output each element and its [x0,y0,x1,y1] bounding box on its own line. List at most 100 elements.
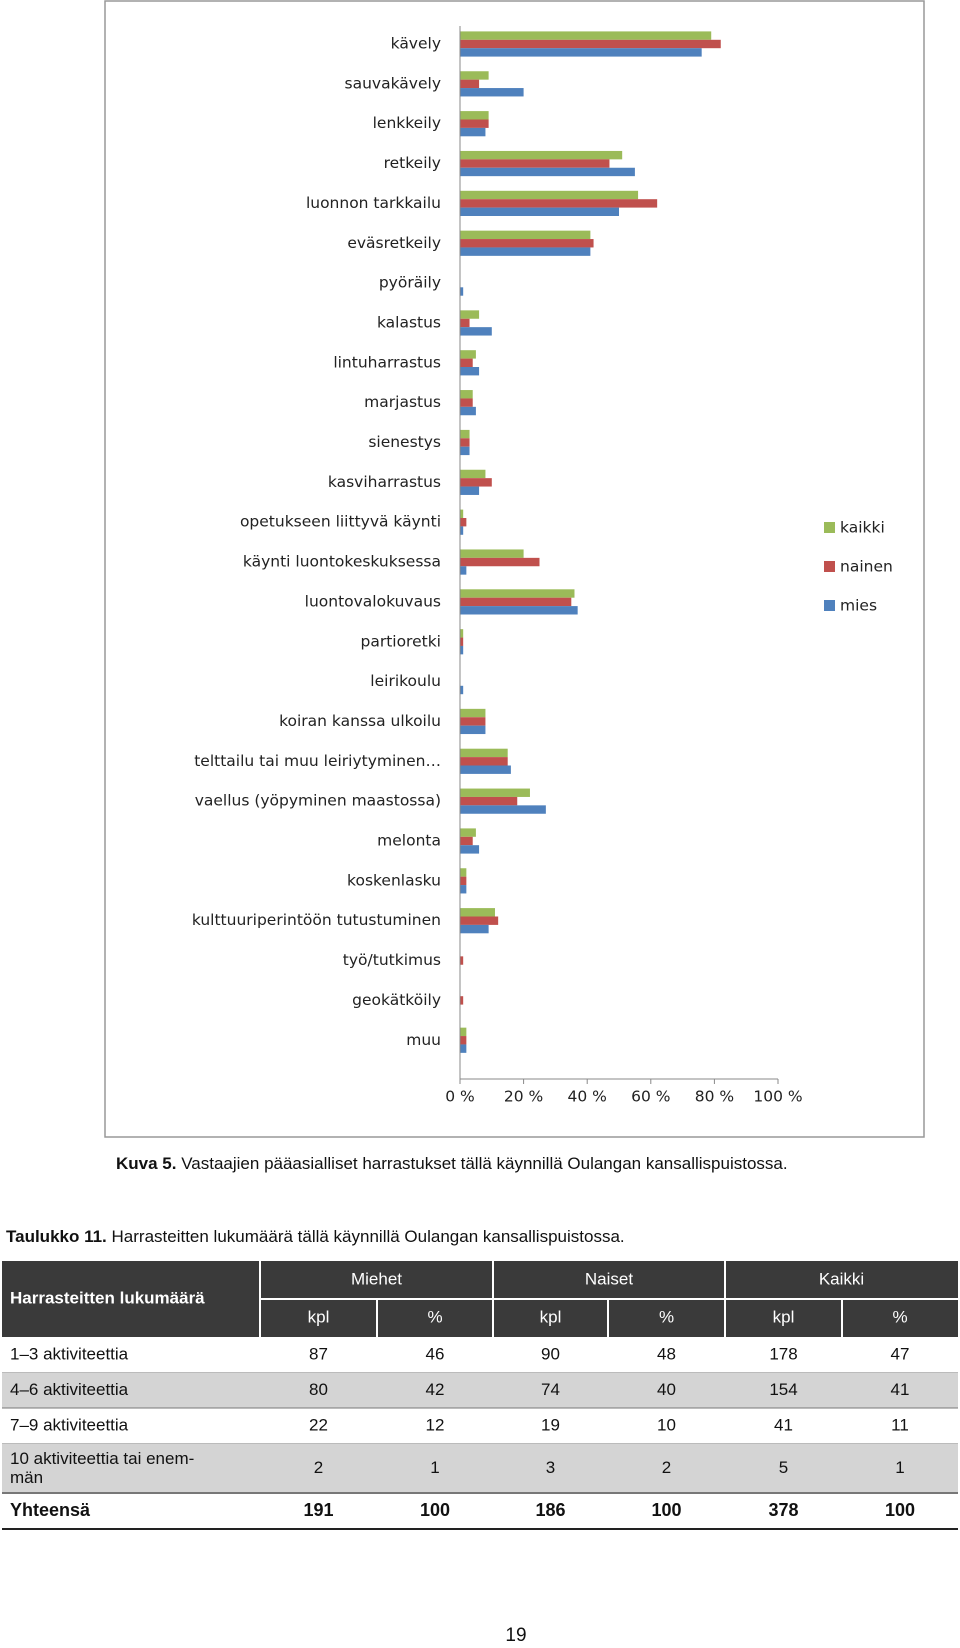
bar [460,788,530,797]
chart-frame [104,0,925,1138]
bar [460,509,464,518]
cell: 41 [891,1380,910,1399]
bar [460,39,721,49]
bar [460,526,464,535]
table-title: Taulukko 11. Harrasteitten lukumäärä täl… [6,1227,625,1246]
cell: 3 [546,1458,555,1477]
cell: 41 [774,1415,793,1434]
legend-swatch [824,600,835,611]
bar [460,406,476,416]
category-label: geokätköily [352,991,441,1009]
cell: 47 [891,1344,910,1363]
cell: 74 [541,1380,560,1399]
category-label: leirikoulu [370,672,441,690]
bar [460,150,623,160]
sub-header: % [427,1307,442,1326]
bar [460,318,470,328]
category-label: partioretki [360,632,441,650]
bar [460,836,473,846]
table-title-label: Taulukko 11. [6,1227,107,1246]
bar [460,48,702,57]
category-label: koskenlasku [347,871,441,889]
cell: 10 [657,1415,676,1434]
bar [460,486,480,495]
cell: 1 [430,1458,439,1477]
category-label: lintuharrastus [333,353,441,371]
bar [460,757,508,766]
caption-label: Kuva 5. [116,1154,176,1173]
bar [460,597,572,607]
bar [460,916,499,925]
bar [460,1027,467,1037]
bar [460,518,467,527]
table-title-text: Harrasteitten lukumäärä tällä käynnillä … [112,1227,625,1246]
total-cell: 186 [535,1500,565,1520]
category-label: marjastus [364,393,441,411]
bar [460,327,492,336]
category-label: luonnon tarkkailu [306,194,441,212]
bar [460,310,480,319]
category-label: työ/tutkimus [343,951,441,969]
bar [460,199,658,208]
category-label: luontovalokuvaus [305,592,441,610]
row-label: 10 aktiviteettia tai enem- [10,1449,194,1468]
cell: 2 [314,1458,323,1477]
category-label: muu [406,1031,441,1049]
sub-header: % [892,1307,907,1326]
bar [460,885,467,894]
category-label: kulttuuriperintöön tutustuminen [192,911,441,929]
legend-swatch [824,522,835,533]
sub-header: kpl [308,1307,330,1326]
row-band [2,1444,958,1493]
bar [460,247,591,256]
bar [460,390,473,399]
x-tick-label: 100 % [753,1088,802,1106]
cell: 42 [426,1380,445,1399]
bar [460,996,464,1005]
total-cell: 100 [420,1500,450,1520]
bar [460,566,467,575]
bar [460,159,610,168]
category-label: sienestys [368,433,441,451]
bar [460,828,476,837]
group-header: Naiset [585,1269,633,1288]
bar [460,796,518,806]
group-header: Kaikki [819,1269,864,1288]
cell: 1 [895,1458,904,1477]
category-label: telttailu tai muu leiriytyminen… [194,752,441,770]
bar [460,645,464,655]
bar [460,350,476,359]
row-label: 4–6 aktiviteettia [10,1380,129,1399]
bar [460,908,495,917]
bar [460,367,480,376]
bar [460,111,489,120]
cell: 46 [426,1344,445,1363]
legend-label: nainen [840,558,893,576]
legend-label: mies [840,597,877,615]
bar [460,31,712,40]
x-tick-label: 20 % [504,1088,543,1106]
legend-swatch [824,561,835,572]
bar [460,438,470,447]
cell: 90 [541,1344,560,1363]
bar [460,589,575,598]
bar [460,239,594,248]
page-number: 19 [505,1625,526,1646]
bar [460,725,486,735]
category-label: sauvakävely [345,74,441,92]
sub-header: kpl [540,1307,562,1326]
bar [460,469,486,479]
bar [460,1044,467,1053]
category-label: kävely [391,35,441,53]
bar [460,71,489,80]
cell: 22 [309,1415,328,1434]
sub-header: % [659,1307,674,1326]
cell: 80 [309,1380,328,1399]
cell: 48 [657,1344,676,1363]
cell: 19 [541,1415,560,1434]
bar [460,868,467,877]
bar [460,708,486,718]
category-label: kasviharrastus [328,473,441,491]
total-cell: 100 [651,1500,681,1520]
